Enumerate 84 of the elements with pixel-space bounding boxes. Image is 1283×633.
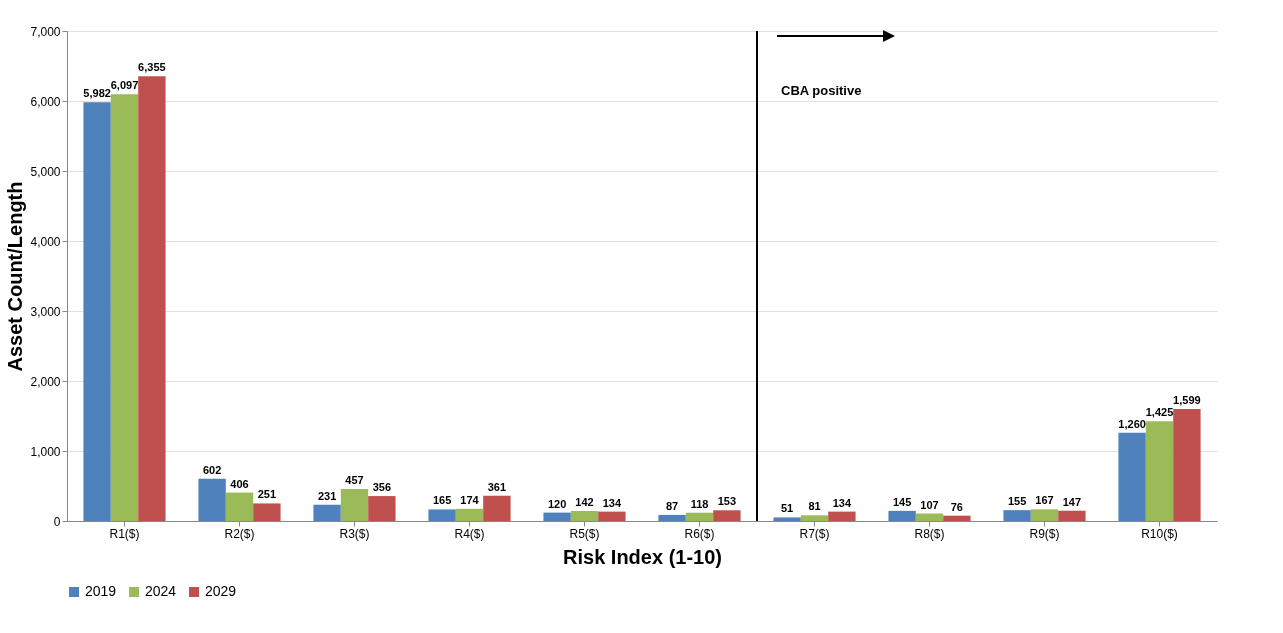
bar [1030,509,1059,521]
data-label: 406 [230,477,249,490]
data-label: 147 [1062,495,1082,508]
data-label: 134 [832,496,852,509]
data-label: 6,355 [138,61,166,74]
legend-label: 2029 [205,583,237,599]
bar [83,102,111,521]
bar [340,489,369,521]
x-tick-label: R10($) [1141,526,1178,541]
bar [888,510,916,521]
data-label: 118 [690,497,709,510]
data-label: 155 [1007,495,1027,508]
bar [1003,510,1031,521]
x-tick-label: R5($) [569,526,600,541]
bar [713,510,741,521]
bar [368,496,396,521]
bar [658,514,686,521]
bar [1118,432,1146,521]
y-tick-label: 6,000 [30,94,61,109]
bar [1145,421,1174,521]
data-label: 457 [345,474,364,487]
data-label: 87 [665,499,679,512]
bar [455,508,484,521]
bar [685,512,714,521]
bar [943,515,971,521]
data-label: 231 [317,489,337,502]
x-tick-label: R6($) [684,526,715,541]
bar [198,478,226,521]
bar [1173,409,1201,521]
x-tick-label: R1($) [109,526,140,541]
data-label: 174 [460,493,480,506]
bar [828,511,856,521]
bar [483,495,511,521]
bar [225,492,254,521]
x-tick-label: R9($) [1029,526,1060,541]
x-tick-label: R4($) [454,526,485,541]
data-label: 81 [808,500,821,513]
bar [570,511,599,521]
legend-label: 2024 [145,583,177,599]
annotation: CBA positive [781,83,862,98]
x-tick-label: R2($) [224,526,255,541]
legend-label: 2019 [85,583,117,599]
data-label: 167 [1035,494,1054,507]
bar [138,76,166,521]
data-label: 153 [717,495,737,508]
data-label: 107 [920,498,939,511]
y-axis-title: Asset Count/Length [4,181,27,372]
data-label: 361 [487,480,507,493]
data-label: 1,599 [1173,394,1201,407]
data-label: 602 [202,463,222,476]
data-label: 51 [780,502,794,515]
x-axis-title: Risk Index (1-10) [563,545,722,568]
bar [313,504,341,521]
data-label: 1,260 [1118,417,1146,430]
bar [1058,510,1086,521]
data-label: 5,982 [83,87,111,100]
y-tick-label: 5,000 [30,164,61,179]
x-tick-label: R3($) [339,526,370,541]
data-label: 165 [432,494,452,507]
data-label: 134 [602,496,622,509]
data-label: 251 [257,488,277,501]
data-label: 120 [547,497,567,510]
data-label: 6,097 [110,79,139,92]
bar [253,503,281,521]
y-tick-label: 2,000 [30,374,61,389]
data-label: 1,425 [1145,406,1174,419]
y-tick-label: 3,000 [30,304,61,319]
bar [428,509,456,521]
data-label: 145 [892,495,912,508]
y-tick-label: 0 [53,514,61,529]
y-tick-label: 1,000 [30,444,61,459]
data-label: 356 [372,481,392,494]
data-label: 76 [950,500,964,513]
bar [110,94,139,521]
bar [773,517,801,521]
data-label: 142 [575,496,594,509]
y-tick-label: 7,000 [30,24,61,39]
y-tick-label: 4,000 [30,234,61,249]
x-tick-label: R8($) [914,526,945,541]
bar [915,513,944,521]
x-tick-label: R7($) [799,526,830,541]
bar [598,511,626,521]
bar [543,512,571,521]
bar [800,515,829,521]
